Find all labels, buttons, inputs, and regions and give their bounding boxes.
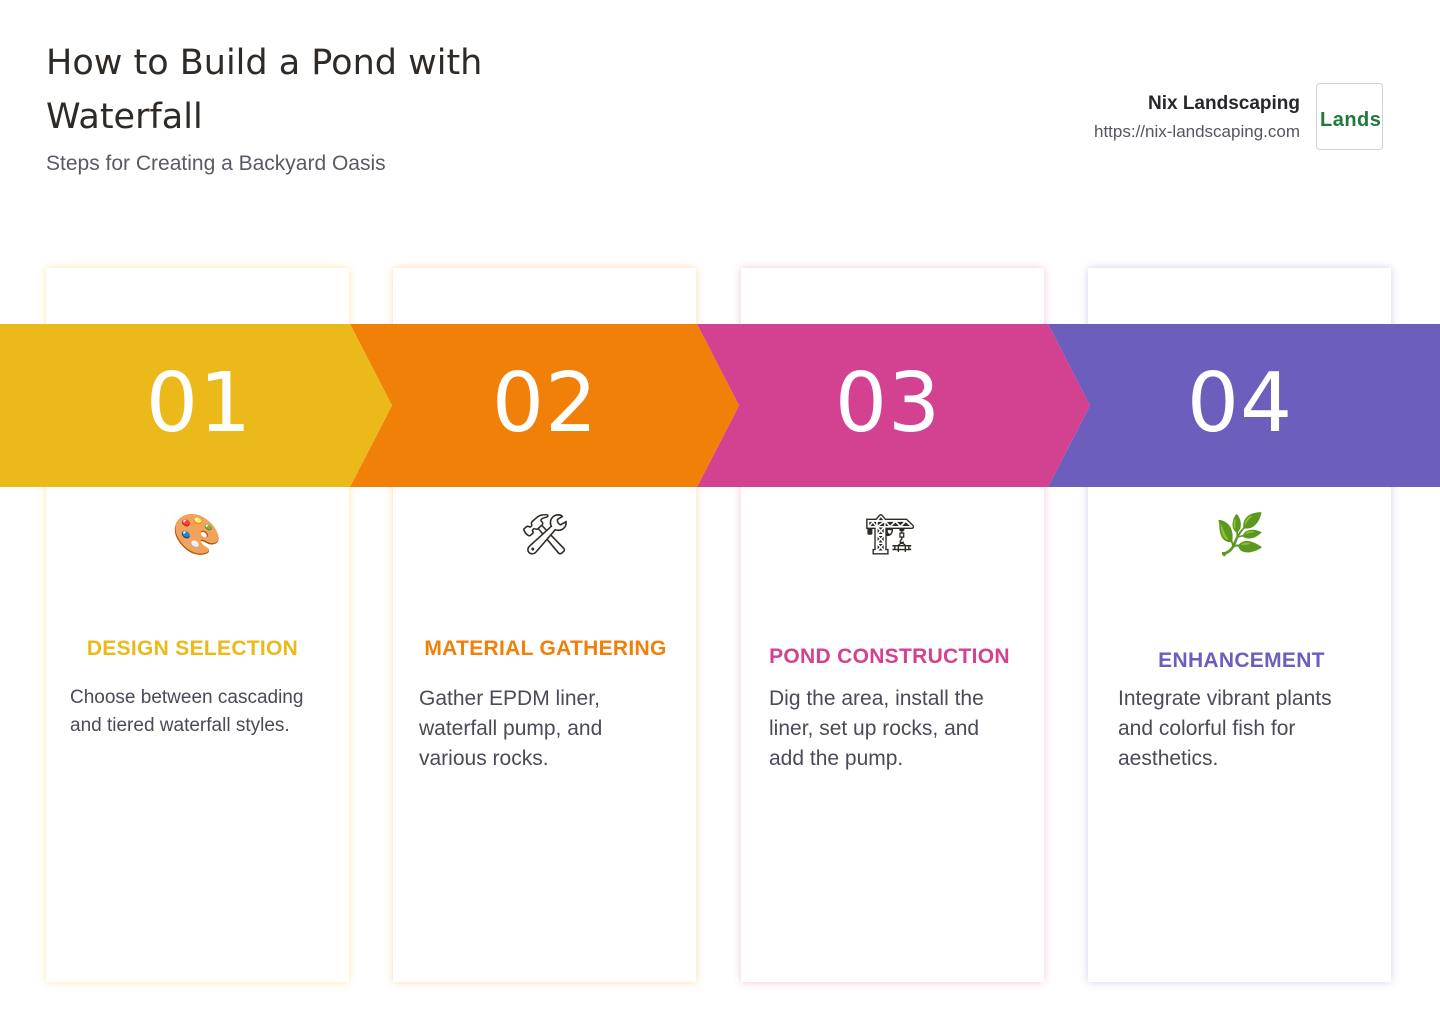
herb-icon: 🌿 — [1215, 512, 1265, 558]
chevron-segment-3 — [697, 324, 1090, 487]
icon-circle-2 — [484, 471, 604, 591]
hammer-and-wrench-icon: 🛠 — [519, 512, 571, 558]
chevron-segment-2 — [350, 324, 739, 487]
chevron-segment-1 — [0, 324, 392, 487]
brand-logo-text: Landsc — [1320, 109, 1382, 131]
step-number-1: 01 — [145, 356, 253, 451]
icon-circle-4 — [1179, 471, 1299, 591]
chevron-segment-4 — [1048, 324, 1440, 487]
step-title-2: MATERIAL GATHERING — [424, 637, 667, 660]
page-title: How to Build a Pond with Waterfall — [46, 43, 483, 137]
step-number-2: 02 — [491, 356, 599, 451]
icon-circle-1 — [137, 471, 257, 591]
step-description-1: Choose between cascading and tiered wate… — [70, 687, 304, 736]
brand-url[interactable]: https://nix-landscaping.com — [1094, 122, 1300, 141]
chevron-band — [0, 324, 1440, 487]
step-title-1: DESIGN SELECTION — [86, 637, 299, 660]
step-description-3: Dig the area, install the liner, set up … — [769, 687, 984, 770]
step-description-4: Integrate vibrant plants and colorful fi… — [1118, 687, 1332, 770]
icon-circle-3 — [832, 471, 952, 591]
step-title-4: ENHANCEMENT — [1158, 649, 1325, 672]
brand-logo: Landsc — [1316, 83, 1383, 150]
step-description-2: Gather EPDM liner, waterfall pump, and v… — [419, 687, 603, 770]
step-title-3: POND CONSTRUCTION — [769, 645, 1010, 668]
step-number-4: 04 — [1186, 356, 1294, 451]
page-subtitle: Steps for Creating a Backyard Oasis — [46, 152, 386, 175]
brand-block: Nix Landscaping https://nix-landscaping.… — [1094, 92, 1300, 142]
step-number-3: 03 — [834, 356, 942, 451]
brand-name: Nix Landscaping — [1147, 93, 1300, 114]
artist-palette-icon: 🎨 — [172, 512, 222, 558]
construction-crane-icon: 🏗 — [864, 512, 916, 558]
